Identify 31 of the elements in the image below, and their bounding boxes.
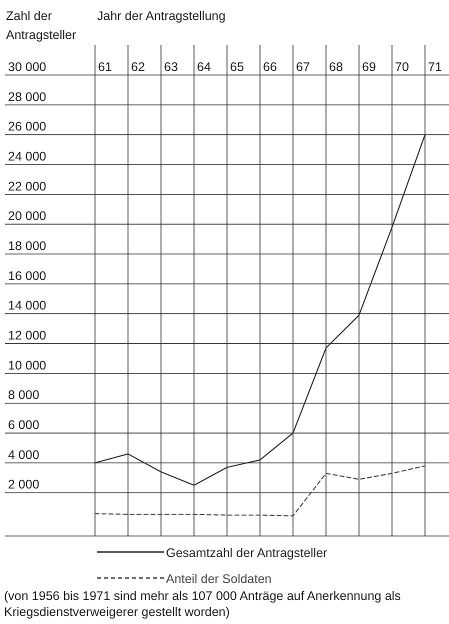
y-tick-label: 20 000: [8, 209, 46, 224]
x-tick-label: 62: [131, 60, 145, 74]
y-tick-label: 14 000: [8, 298, 46, 313]
x-tick-label: 71: [428, 60, 442, 74]
y-tick-label: 12 000: [8, 328, 46, 343]
y-tick-label: 28 000: [8, 90, 46, 104]
y-tick-label: 2 000: [8, 478, 40, 492]
y-tick-label: 30 000: [8, 60, 46, 74]
y-tick-label: 24 000: [8, 150, 46, 164]
x-tick-label: 65: [230, 60, 244, 74]
x-tick-label: 66: [263, 60, 277, 74]
x-tick-label: 69: [362, 60, 376, 74]
y-tick-label: 22 000: [8, 179, 46, 194]
x-tick-label: 67: [296, 60, 310, 74]
y-tick-label: 26 000: [8, 120, 46, 134]
x-tick-label: 63: [164, 60, 178, 74]
y-tick-label: 6 000: [8, 418, 40, 432]
y-tick-label: 4 000: [8, 448, 40, 462]
y-tick-label: 18 000: [8, 239, 46, 254]
x-tick-label: 64: [197, 60, 211, 74]
y-tick-label: 16 000: [8, 268, 46, 283]
y-tick-label: 10 000: [8, 358, 46, 372]
x-axis-title: Jahr der Antragstellung: [97, 9, 226, 23]
text: (von 1956 bis 1971 sind mehr als 107 000 Anträge auf Anerkennung als Kriegsdienstverweigerer gestellt worden): [4, 589, 401, 619]
x-tick-label: 61: [98, 60, 112, 74]
text: Gesamtzahl der Antragsteller: [166, 546, 328, 560]
text: Anteil der Soldaten: [166, 572, 272, 586]
x-tick-label: 68: [329, 60, 343, 74]
y-axis-title: Zahl der Antragsteller: [6, 9, 76, 42]
y-tick-label: 8 000: [8, 388, 40, 402]
x-tick-label: 70: [395, 60, 409, 74]
